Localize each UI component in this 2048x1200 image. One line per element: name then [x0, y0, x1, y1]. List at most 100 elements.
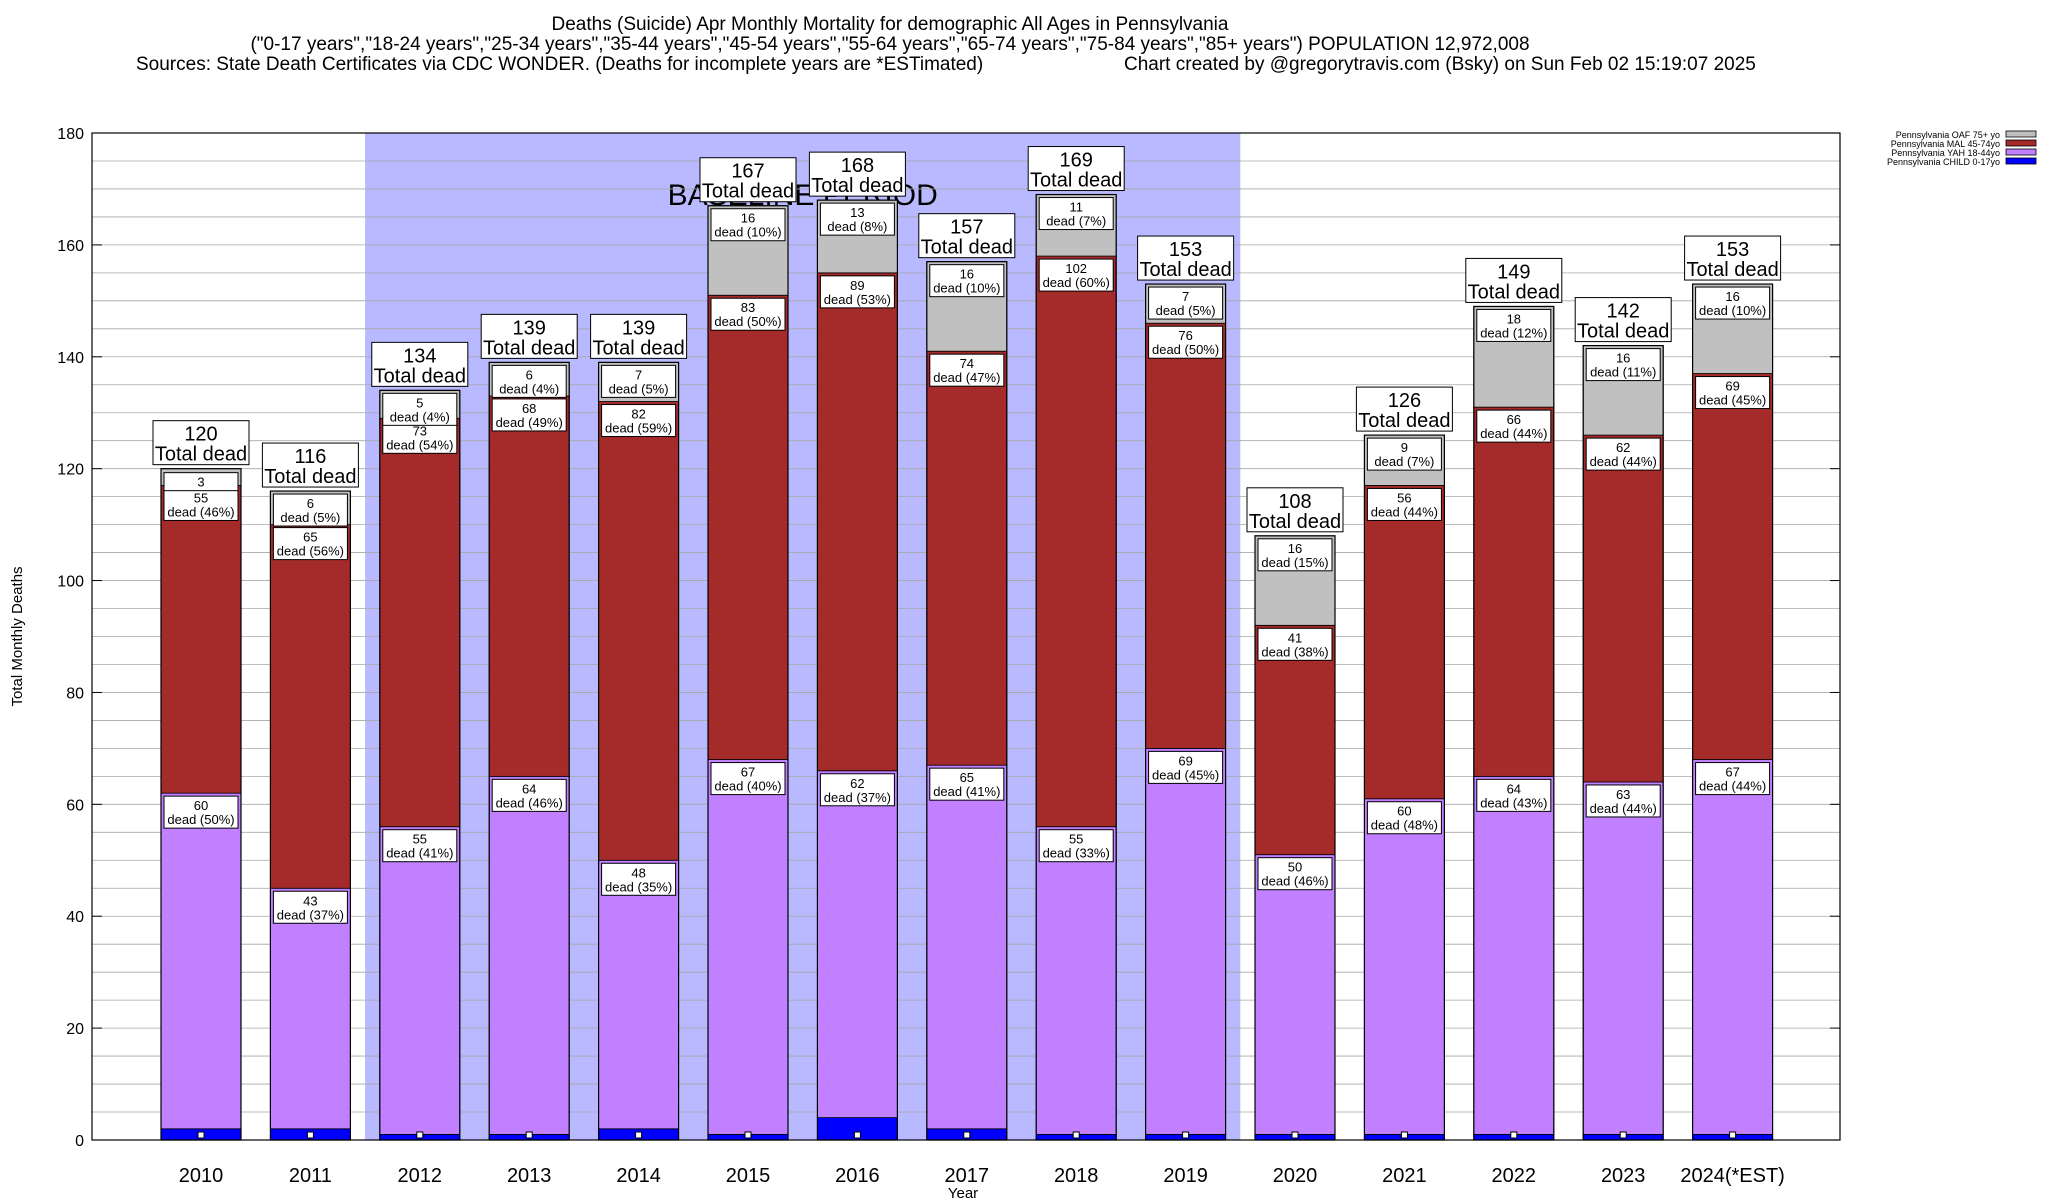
bar-segment: [707, 294, 789, 760]
total-label-box: [699, 157, 797, 203]
total-label-box: [1684, 235, 1782, 281]
bar-segment: [1473, 406, 1555, 777]
total-label-box: [808, 151, 906, 197]
segment-label-value: 5: [416, 395, 423, 410]
x-tick-marker: [963, 1131, 971, 1139]
segment-label-box: [1366, 801, 1442, 835]
bar-segment: [1473, 775, 1555, 1135]
segment-label-box: [819, 773, 895, 807]
y-tick-label: 160: [57, 238, 84, 255]
total-label-box: [1355, 386, 1453, 432]
segment-label-box: [1585, 348, 1661, 382]
bar-segment: [1364, 798, 1445, 1135]
total-label-box: [1465, 257, 1563, 303]
segment-label-percent: dead (54%): [386, 437, 453, 452]
segment-label-value: 16: [960, 267, 974, 282]
segment-label-box: [929, 767, 1005, 801]
segment-label-value: 9: [1401, 440, 1408, 455]
bar-segment: [926, 350, 1008, 766]
segment-label-value: 66: [1507, 412, 1521, 427]
x-tick-label: 2011: [289, 1165, 332, 1187]
legend-swatch: [2005, 130, 2037, 138]
bar-segment: [1582, 781, 1664, 1135]
segment-label-percent: dead (44%): [1699, 779, 1766, 794]
segment-label-percent: dead (50%): [167, 812, 234, 827]
segment-label-value: 3: [197, 475, 204, 490]
segment-label-box: [382, 829, 458, 863]
total-label-value: 149: [1497, 261, 1530, 283]
segment-label-percent: dead (37%): [277, 907, 344, 922]
segment-label-value: 67: [741, 765, 755, 780]
segment-label-box: [1257, 857, 1333, 891]
total-label-text: Total dead: [1686, 259, 1778, 281]
segment-label-box: [491, 398, 567, 432]
segment-label-value: 69: [1725, 379, 1739, 394]
bar-segment: [1035, 255, 1117, 828]
segment-label-box: [382, 392, 458, 426]
total-label-box: [1574, 297, 1672, 343]
x-tick-marker: [1510, 1131, 1518, 1139]
x-tick-label: 2014: [616, 1165, 661, 1187]
legend-label: Pennsylvania OAF 75+ yo: [1896, 130, 2000, 140]
segment-label-percent: dead (59%): [605, 421, 672, 436]
total-label-value: 134: [403, 345, 436, 367]
total-label-text: Total dead: [264, 466, 356, 488]
total-label-text: Total dead: [592, 337, 684, 359]
segment-label-box: [1038, 258, 1114, 292]
segment-label-percent: dead (33%): [1043, 846, 1110, 861]
segment-label-box: [929, 353, 1005, 387]
segment-label-value: 62: [850, 776, 864, 791]
segment-label-value: 7: [1182, 289, 1189, 304]
segment-label-box: [1148, 286, 1224, 320]
segment-label-box: [710, 297, 786, 331]
x-tick-label: 2018: [1054, 1165, 1099, 1187]
x-tick-marker: [1619, 1131, 1627, 1139]
segment-label-percent: dead (49%): [496, 415, 563, 430]
y-tick-label: 0: [75, 1133, 84, 1150]
bar-segment: [598, 401, 679, 861]
segment-label-value: 60: [194, 798, 208, 813]
segment-label-box: [163, 795, 239, 829]
segment-label-percent: dead (56%): [277, 544, 344, 559]
total-label-value: 167: [731, 161, 764, 183]
segment-label-box: [1148, 325, 1224, 359]
total-label-value: 157: [950, 217, 983, 239]
segment-label-box: [1257, 627, 1333, 661]
segment-label-box: [710, 208, 786, 242]
segment-label-value: 48: [631, 865, 645, 880]
segment-label-percent: dead (10%): [1699, 303, 1766, 318]
total-label-value: 153: [1169, 239, 1202, 261]
x-tick-label: 2023: [1601, 1165, 1646, 1187]
segment-label-percent: dead (45%): [1699, 393, 1766, 408]
x-tick-marker: [1072, 1131, 1080, 1139]
total-label-value: 142: [1607, 301, 1640, 323]
y-tick-label: 40: [66, 909, 84, 926]
x-tick-marker: [853, 1131, 861, 1139]
x-tick-marker: [1182, 1131, 1190, 1139]
total-label-box: [480, 313, 578, 359]
segment-label-value: 63: [1616, 787, 1630, 802]
bar-segment: [160, 792, 242, 1130]
x-tick-marker: [744, 1131, 752, 1139]
total-label-text: Total dead: [374, 365, 466, 387]
total-label-value: 120: [184, 424, 217, 446]
segment-label-box: [1476, 778, 1552, 812]
plot-frame: [91, 132, 1841, 1141]
segment-label-value: 6: [307, 496, 314, 511]
